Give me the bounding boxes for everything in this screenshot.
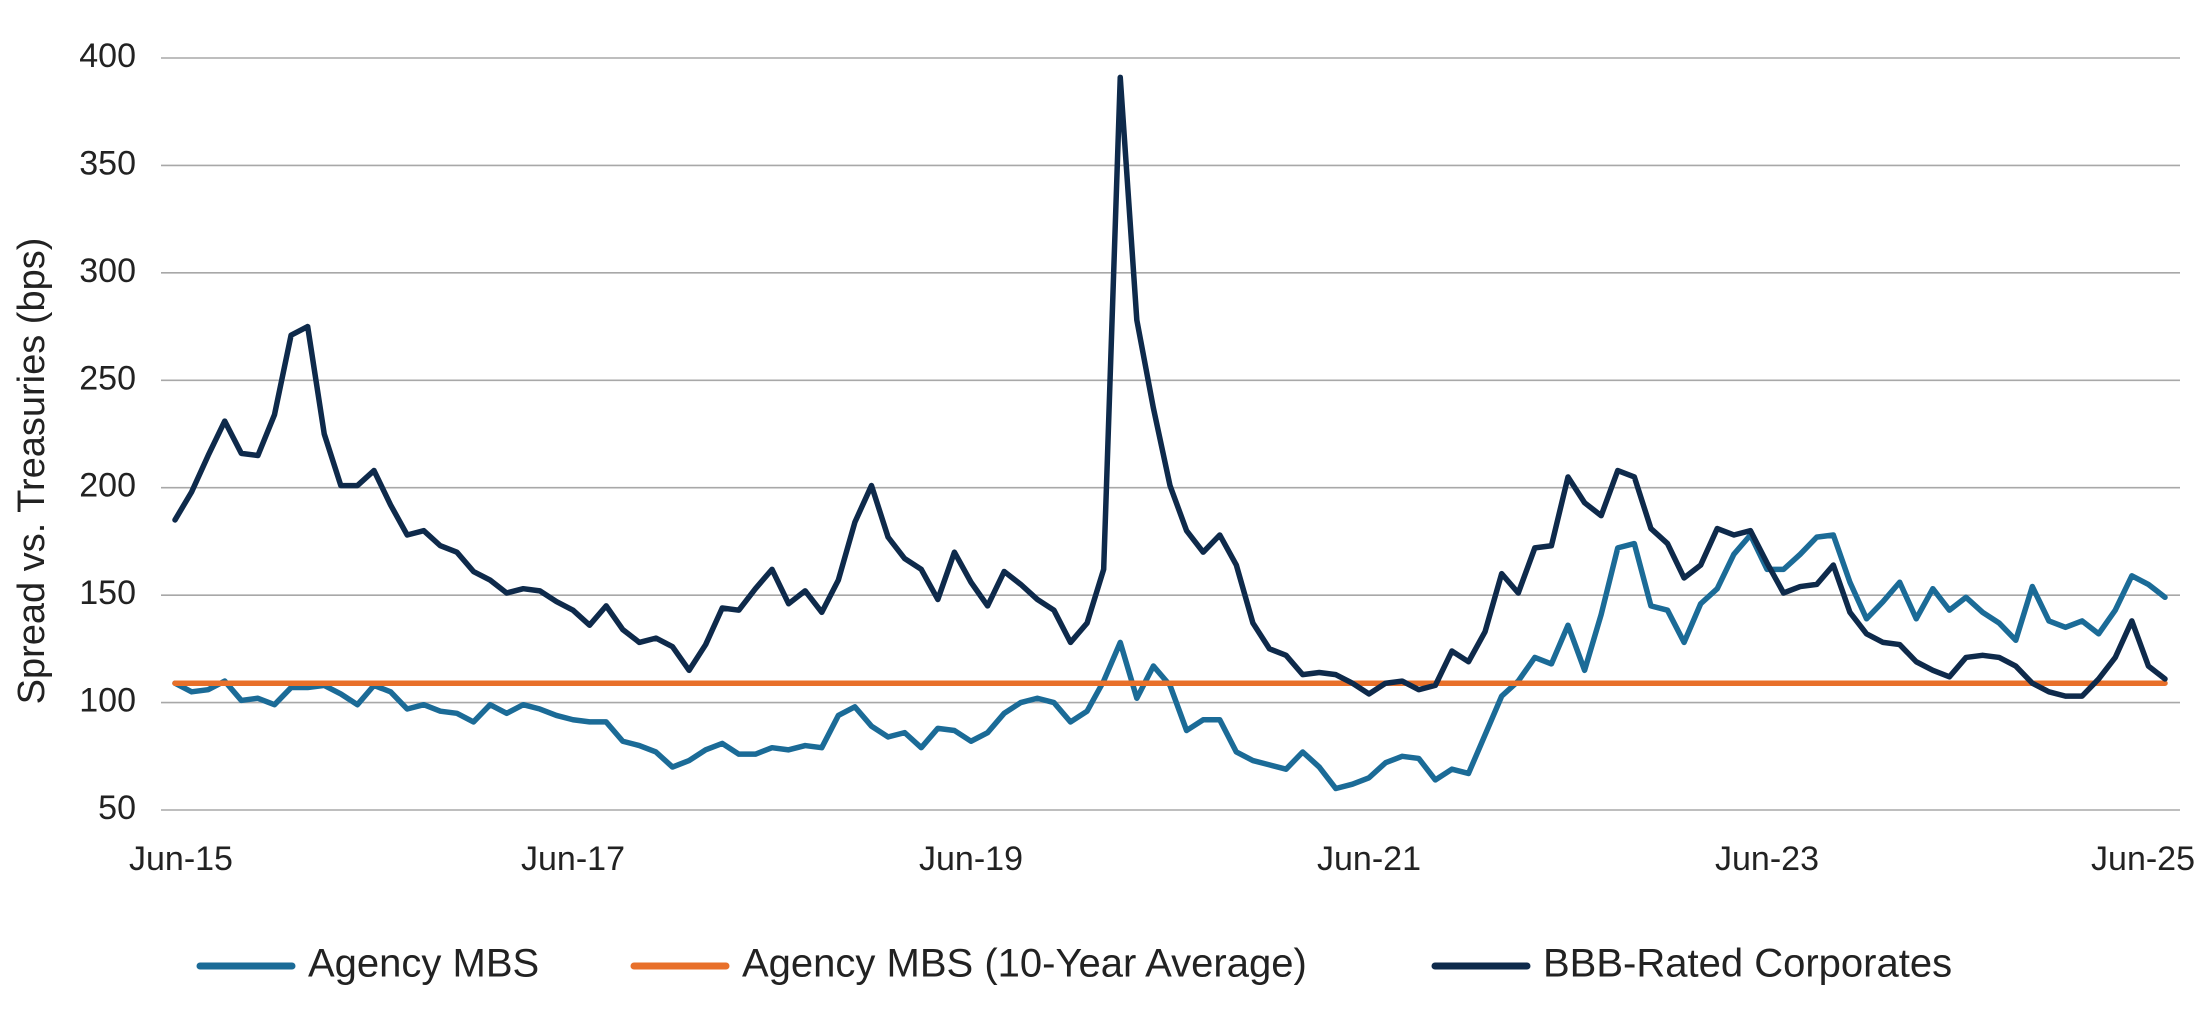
x-tick-label: Jun-15 <box>129 840 233 878</box>
y-tick-label: 150 <box>79 574 136 612</box>
y-tick-label: 400 <box>79 37 136 75</box>
y-tick-label: 200 <box>79 467 136 505</box>
x-tick-label: Jun-23 <box>1715 840 1819 878</box>
y-tick-label: 250 <box>79 359 136 397</box>
y-tick-label: 50 <box>98 789 136 827</box>
y-axis-title: Spread vs. Treasuries (bps) <box>11 238 53 705</box>
x-tick-label: Jun-21 <box>1317 840 1421 878</box>
y-tick-label: 300 <box>79 252 136 290</box>
legend-label: BBB-Rated Corporates <box>1543 942 1952 986</box>
x-tick-label: Jun-25 <box>2091 840 2195 878</box>
x-tick-label: Jun-17 <box>521 840 625 878</box>
legend-label: Agency MBS <box>308 942 539 986</box>
x-tick-label: Jun-19 <box>919 840 1023 878</box>
series-line <box>172 74 2168 699</box>
y-tick-label: 100 <box>79 682 136 720</box>
legend-label: Agency MBS (10-Year Average) <box>742 942 1307 986</box>
y-tick-label: 350 <box>79 144 136 182</box>
